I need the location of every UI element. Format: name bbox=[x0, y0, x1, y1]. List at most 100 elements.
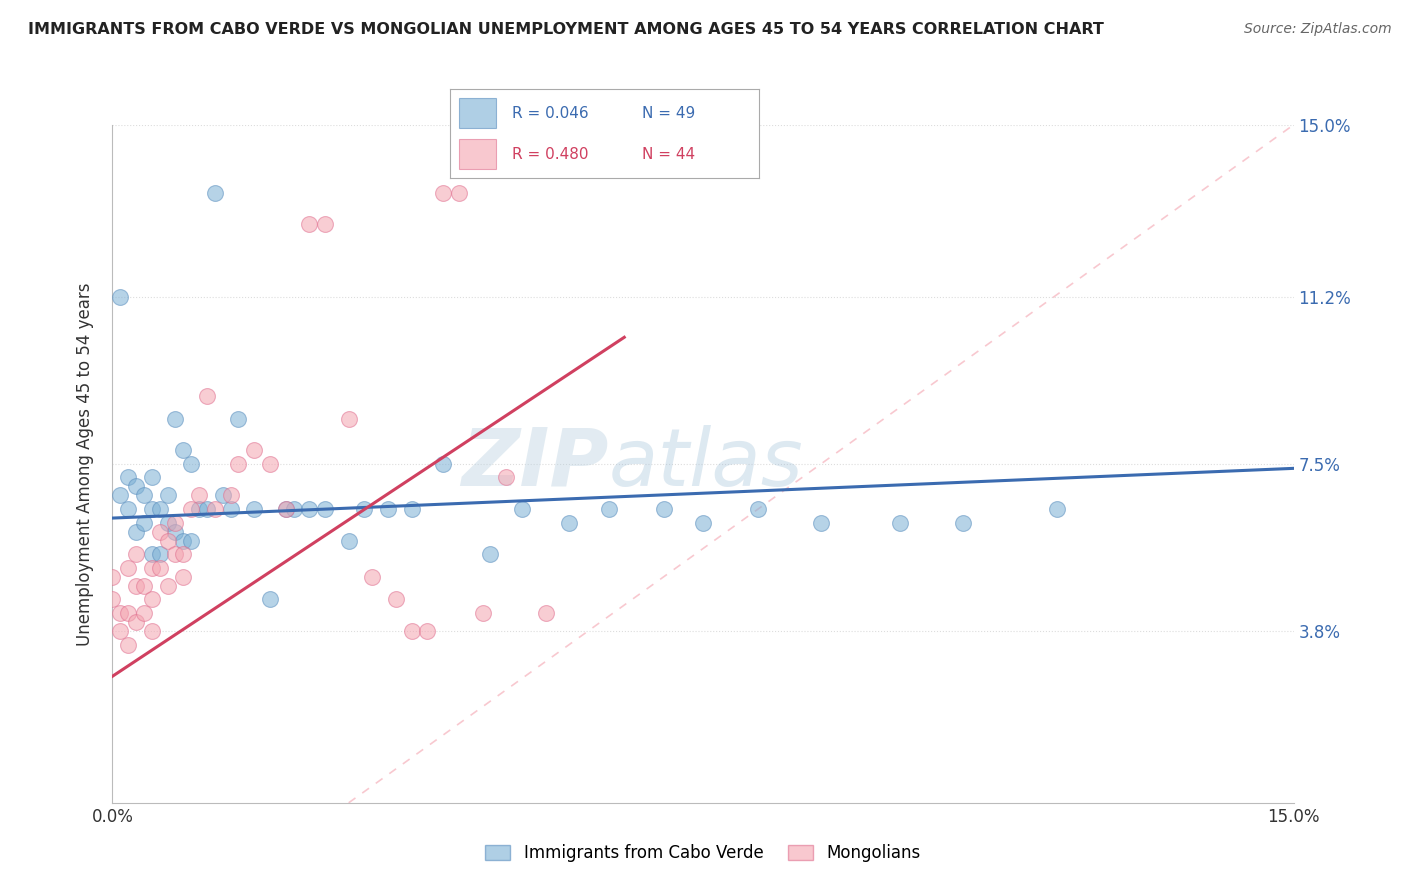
Point bbox=[149, 561, 172, 575]
Point bbox=[156, 579, 179, 593]
Text: ZIP: ZIP bbox=[461, 425, 609, 503]
Point bbox=[211, 488, 233, 502]
Bar bbox=[460, 98, 496, 128]
Point bbox=[165, 524, 187, 539]
Point bbox=[228, 411, 250, 425]
Point bbox=[141, 592, 163, 607]
Point bbox=[188, 502, 211, 516]
Point bbox=[141, 502, 163, 516]
Point bbox=[141, 624, 163, 638]
Point bbox=[283, 502, 305, 516]
Point bbox=[314, 502, 336, 516]
Point bbox=[385, 592, 408, 607]
Y-axis label: Unemployment Among Ages 45 to 54 years: Unemployment Among Ages 45 to 54 years bbox=[76, 282, 94, 646]
Point bbox=[165, 411, 187, 425]
Point bbox=[110, 290, 132, 304]
Point bbox=[447, 186, 470, 200]
Point bbox=[204, 186, 226, 200]
Point bbox=[156, 516, 179, 530]
Point bbox=[125, 615, 148, 629]
Point bbox=[125, 524, 148, 539]
Point bbox=[195, 502, 218, 516]
Point bbox=[471, 606, 494, 620]
Point bbox=[125, 479, 148, 493]
Point bbox=[172, 443, 194, 458]
Point bbox=[432, 186, 454, 200]
Point bbox=[132, 579, 155, 593]
Point bbox=[180, 502, 202, 516]
Point bbox=[195, 389, 218, 403]
Point bbox=[172, 547, 194, 561]
Point bbox=[314, 217, 336, 231]
Point bbox=[1046, 502, 1069, 516]
Point bbox=[180, 533, 202, 548]
Point bbox=[132, 606, 155, 620]
Point bbox=[298, 502, 321, 516]
Point bbox=[889, 516, 911, 530]
Point bbox=[188, 488, 211, 502]
Point bbox=[747, 502, 769, 516]
Point bbox=[117, 638, 139, 652]
Point bbox=[117, 606, 139, 620]
Point bbox=[156, 533, 179, 548]
Point bbox=[534, 606, 557, 620]
Point bbox=[149, 524, 172, 539]
Point bbox=[110, 606, 132, 620]
Point bbox=[228, 457, 250, 471]
Text: Source: ZipAtlas.com: Source: ZipAtlas.com bbox=[1244, 22, 1392, 37]
Point bbox=[219, 488, 242, 502]
Point bbox=[172, 570, 194, 584]
Point bbox=[125, 547, 148, 561]
Point bbox=[274, 502, 297, 516]
Point bbox=[416, 624, 439, 638]
Point bbox=[101, 570, 124, 584]
Text: IMMIGRANTS FROM CABO VERDE VS MONGOLIAN UNEMPLOYMENT AMONG AGES 45 TO 54 YEARS C: IMMIGRANTS FROM CABO VERDE VS MONGOLIAN … bbox=[28, 22, 1104, 37]
Point bbox=[117, 502, 139, 516]
Text: N = 44: N = 44 bbox=[641, 147, 695, 161]
Point bbox=[558, 516, 581, 530]
Point bbox=[259, 592, 281, 607]
Point bbox=[243, 443, 266, 458]
Point bbox=[149, 547, 172, 561]
Point bbox=[353, 502, 375, 516]
Point bbox=[510, 502, 533, 516]
Point bbox=[377, 502, 399, 516]
Point bbox=[101, 592, 124, 607]
Bar bbox=[460, 139, 496, 169]
Point bbox=[479, 547, 502, 561]
Text: R = 0.046: R = 0.046 bbox=[512, 106, 588, 120]
Point bbox=[141, 470, 163, 484]
Point bbox=[117, 561, 139, 575]
Point bbox=[125, 579, 148, 593]
Point bbox=[117, 470, 139, 484]
Point bbox=[165, 516, 187, 530]
Point bbox=[298, 217, 321, 231]
Point bbox=[598, 502, 620, 516]
Point bbox=[401, 624, 423, 638]
Point bbox=[652, 502, 675, 516]
Point bbox=[156, 488, 179, 502]
Point bbox=[149, 502, 172, 516]
Point bbox=[141, 547, 163, 561]
Point bbox=[110, 488, 132, 502]
Point bbox=[172, 533, 194, 548]
Point bbox=[180, 457, 202, 471]
Point bbox=[401, 502, 423, 516]
Point bbox=[219, 502, 242, 516]
Point bbox=[243, 502, 266, 516]
Point bbox=[495, 470, 517, 484]
Point bbox=[165, 547, 187, 561]
Text: atlas: atlas bbox=[609, 425, 803, 503]
Point bbox=[132, 488, 155, 502]
Legend: Immigrants from Cabo Verde, Mongolians: Immigrants from Cabo Verde, Mongolians bbox=[478, 838, 928, 869]
Text: N = 49: N = 49 bbox=[641, 106, 695, 120]
Point bbox=[337, 533, 360, 548]
Point bbox=[337, 411, 360, 425]
Point bbox=[432, 457, 454, 471]
Point bbox=[141, 561, 163, 575]
Point bbox=[274, 502, 297, 516]
Point bbox=[952, 516, 974, 530]
Point bbox=[110, 624, 132, 638]
Text: R = 0.480: R = 0.480 bbox=[512, 147, 588, 161]
Point bbox=[692, 516, 714, 530]
